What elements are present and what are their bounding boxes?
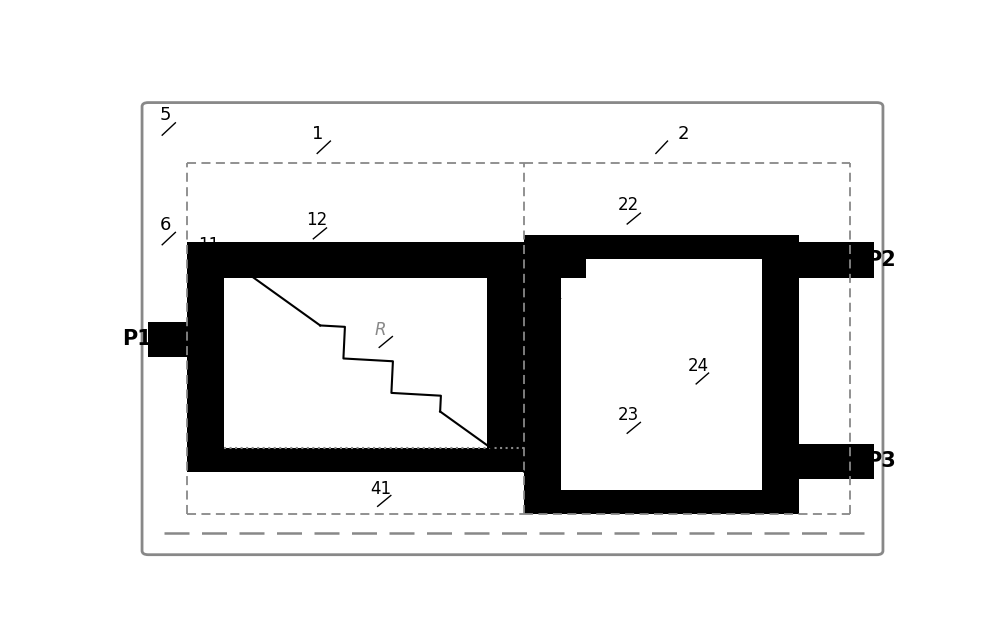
Text: P3: P3 xyxy=(866,451,896,471)
Text: P2: P2 xyxy=(866,250,896,270)
Text: 25: 25 xyxy=(777,256,798,274)
Text: 5: 5 xyxy=(160,106,171,124)
Text: 13: 13 xyxy=(198,268,219,286)
Bar xyxy=(148,322,222,357)
Text: 24: 24 xyxy=(688,356,709,374)
Text: R: R xyxy=(375,320,386,338)
Bar xyxy=(187,242,586,278)
Bar xyxy=(524,278,561,357)
Bar xyxy=(561,258,762,490)
Bar xyxy=(187,242,524,472)
Text: 23: 23 xyxy=(618,406,639,424)
Text: 26: 26 xyxy=(777,411,798,429)
Text: 21: 21 xyxy=(539,283,560,301)
Bar xyxy=(524,235,799,513)
FancyBboxPatch shape xyxy=(142,103,883,554)
Text: P1: P1 xyxy=(122,329,152,349)
Bar xyxy=(799,242,874,278)
Text: 2: 2 xyxy=(677,125,689,143)
Text: 41: 41 xyxy=(370,480,391,498)
Bar xyxy=(224,266,487,448)
Text: 11: 11 xyxy=(198,236,219,254)
Text: 6: 6 xyxy=(160,216,171,234)
Text: 12: 12 xyxy=(307,211,328,229)
Bar xyxy=(799,444,874,479)
Text: 22: 22 xyxy=(618,196,639,214)
Text: 1: 1 xyxy=(312,125,323,143)
